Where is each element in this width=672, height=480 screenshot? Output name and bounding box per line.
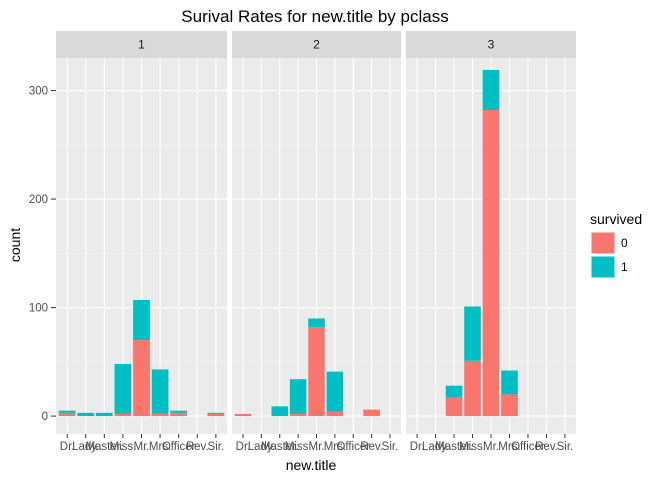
x-tick-label: Officer [162,441,196,453]
bar-survived-0 [58,412,76,417]
x-tick-label: Sir. [382,441,399,453]
bar-survived-0 [133,340,150,417]
x-axis-title: new.title [286,457,337,473]
x-tick-label: Rev. [535,441,558,453]
x-tick-label: Rev. [360,441,383,453]
y-tick-label: 0 [42,411,48,423]
bar-survived-1 [464,306,481,361]
x-tick-label: Mr. [309,441,325,453]
bar-survived-1 [95,412,113,417]
bar-survived-1 [133,299,150,341]
legend-label-1: 1 [621,260,628,274]
facet-strip-label: 2 [313,38,320,52]
legend: survived 0 1 [590,211,642,279]
bar-survived-1 [271,406,289,417]
bar-survived-1 [445,385,463,398]
x-tick-label: Master. [85,441,123,453]
bar-survived-0 [308,327,325,417]
legend-label-0: 0 [621,236,628,250]
bar-survived-0 [151,413,169,417]
bar-survived-1 [170,410,188,413]
bar-survived-1 [58,410,76,413]
bar-survived-0 [289,413,307,417]
x-tick-label: Dr. [410,441,425,453]
bar-survived-0 [326,411,344,417]
x-tick-label: Master. [435,441,473,453]
legend-key-1 [590,255,616,279]
x-tick-label: Miss. [459,441,486,453]
x-tick-label: Mr. [483,441,499,453]
x-tick-label: Lady. [72,441,99,453]
bar-survived-1 [151,369,169,414]
bar-survived-0 [207,413,225,417]
bar-survived-0 [170,412,188,417]
y-tick-label: 100 [29,303,48,315]
facet-strip [406,31,576,58]
x-tick-label: Officer [511,441,545,453]
x-tick-label: Lady. [248,441,275,453]
bar-survived-1 [308,318,325,328]
legend-key-0 [590,231,616,255]
facet-strip [232,31,401,58]
bar-survived-0 [482,110,500,417]
x-tick-label: Officer [336,441,370,453]
y-tick-label: 300 [29,86,48,98]
x-tick-label: Mrs. [324,441,346,453]
panel-3: 3 Dr.Lady.Master.Miss.Mr. Mrs.OfficerRev.S… [406,31,576,453]
chart-title: Surival Rates for new.title by pclass [181,7,448,26]
x-tick-label: Mrs. [149,441,171,453]
bar-survived-1 [482,69,500,111]
y-axis: 0 100 200 300 [29,86,56,423]
panels: 1Dr.Lady.Master.Miss.Mr. Mrs.OfficerRev.S… [56,31,576,453]
bar-survived-1 [207,412,225,414]
bar-survived-0 [114,413,132,417]
panel-1: 1 Dr.Lady.Master.Miss.Mr. Mrs.OfficerRev.S… [56,31,227,453]
panel-2: 2 Dr.Lady.Master.Miss.Mr. Mrs.OfficerRev.S… [232,31,401,453]
x-tick-label: Sir. [208,441,225,453]
facet-strip-label: 3 [488,38,495,52]
x-tick-label: Rev. [186,441,209,453]
bar-survived-0 [445,397,463,417]
x-tick-label: Miss. [109,441,136,453]
bar-survived-1 [326,371,344,412]
x-tick-label: Sir. [557,441,574,453]
facet-strip [56,31,227,58]
bar-survived-1 [289,379,307,414]
x-tick-label: Lady. [422,441,449,453]
legend-title: survived [590,211,642,227]
bar-survived-0 [501,394,518,417]
x-tick-label: Dr. [236,441,251,453]
y-tick-label: 200 [29,194,48,206]
x-tick-label: Mr. [134,441,150,453]
x-tick-label: Mrs. [498,441,520,453]
bar-survived-0 [234,413,252,417]
bar-survived-0 [464,360,481,417]
x-tick-label: Dr. [60,441,75,453]
y-axis-title: count [7,228,23,262]
bar-survived-1 [501,370,518,395]
bar-survived-1 [114,364,132,414]
facet-strip-label: 1 [138,38,145,52]
bar-survived-0 [363,409,380,417]
x-tick-label: Miss. [285,441,312,453]
bar-survived-1 [77,412,95,417]
x-tick-label: Master. [261,441,299,453]
